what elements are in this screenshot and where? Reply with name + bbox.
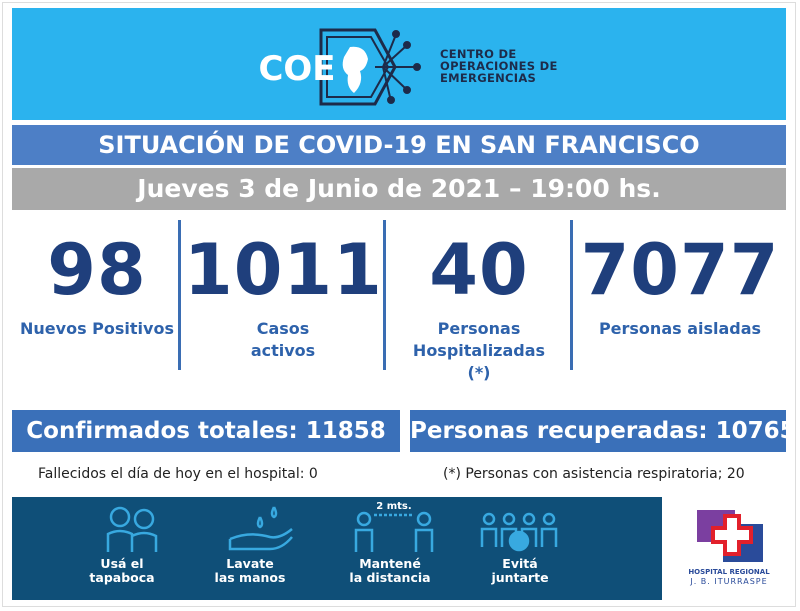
total-label: Personas recuperadas: [410,418,708,444]
tip-line: Evitá [502,556,538,571]
tip-line: Mantené [359,556,421,571]
logo-text: COE [258,49,335,89]
hospital-icon [697,510,763,562]
stat: 40 Personas Hospitalizadas (*) [388,222,570,384]
tip: Lavate las manos [190,557,310,585]
tip-line: Lavate [226,556,274,571]
total-label: Confirmados totales: [26,418,298,444]
total-value: 11858 [305,418,386,444]
tip-line: juntarte [491,570,549,585]
hospital-name: HOSPITAL REGIONAL J. B. ITURRASPE [672,568,786,586]
stat: 98 Nuevos Positivos [14,222,180,340]
org-line: EMERGENCIAS [440,71,537,85]
stat-label: activos [250,341,316,360]
org-name: CENTRO DE OPERACIONES DE EMERGENCIAS [440,48,558,84]
divider [383,220,386,370]
tip-line: las manos [214,570,286,585]
tip-line: tapaboca [89,570,155,585]
stat: 7077 Personas aisladas [575,222,785,340]
tip: Mantené la distancia [330,557,450,585]
org-line: OPERACIONES DE [440,59,558,73]
hospital-line: HOSPITAL REGIONAL [688,568,770,576]
note: Fallecidos el día de hoy en el hospital:… [38,466,318,482]
stat-label: (*) [467,363,491,382]
stat-label: Personas aisladas [598,319,762,338]
stat-label: Personas [437,319,521,338]
total-value: 10765 [715,418,796,444]
total-box: Confirmados totales: 11858 [12,410,400,452]
note: (*) Personas con asistencia respiratoria… [443,466,745,482]
total-box: Personas recuperadas: 10765 [410,410,796,452]
distance-label: 2 mts. [376,501,411,512]
tip-icons: 2 mts. [106,501,558,552]
tip-line: Usá el [100,556,144,571]
divider [178,220,181,370]
title: SITUACIÓN DE COVID-19 EN SAN FRANCISCO [12,125,786,165]
header-band [12,8,786,120]
date: Jueves 3 de Junio de 2021 – 19:00 hs. [12,168,786,210]
stat-label: Hospitalizadas [412,341,546,360]
stat: 1011 Casos activos [184,222,382,362]
stat-value: 1011 [184,229,383,311]
tip: Evitá juntarte [460,557,580,585]
stat-label: Nuevos Positivos [20,319,174,338]
divider [570,220,573,370]
coe-logo: COE [258,28,421,106]
stat-value: 7077 [580,229,780,311]
hospital-line: J. B. ITURRASPE [690,577,768,586]
org-line: CENTRO DE [440,47,517,61]
stat-value: 40 [429,229,529,311]
stat-label: Casos [256,319,310,338]
tips-band [12,497,662,600]
tip-line: la distancia [349,570,431,585]
tip: Usá el tapaboca [62,557,182,585]
stat-value: 98 [47,229,147,311]
